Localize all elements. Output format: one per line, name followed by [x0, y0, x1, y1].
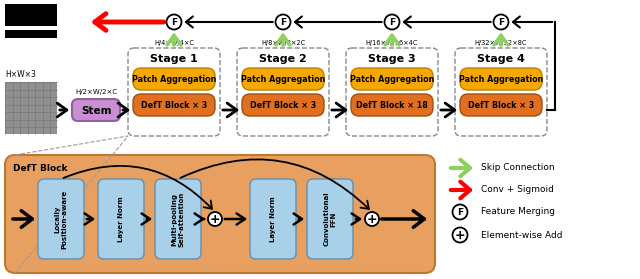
Text: H/32×W/32×8C: H/32×W/32×8C: [475, 40, 527, 46]
FancyBboxPatch shape: [133, 68, 215, 90]
Bar: [5, 30, 57, 38]
Text: Skip Connection: Skip Connection: [481, 163, 555, 172]
Text: DefT Block × 3: DefT Block × 3: [141, 101, 207, 110]
Text: Conv + Sigmoid: Conv + Sigmoid: [481, 186, 554, 194]
Text: F: F: [280, 18, 286, 27]
Text: DefT Block × 3: DefT Block × 3: [468, 101, 534, 110]
Text: Patch Aggregation: Patch Aggregation: [241, 75, 325, 84]
Text: Element-wise Add: Element-wise Add: [481, 230, 563, 239]
Text: DefT Block × 3: DefT Block × 3: [250, 101, 316, 110]
Text: Layer Norm: Layer Norm: [118, 196, 124, 242]
FancyBboxPatch shape: [128, 48, 220, 136]
Text: DefT Block: DefT Block: [13, 164, 67, 173]
Circle shape: [493, 15, 509, 30]
Text: Multi-pooling
Self-attention: Multi-pooling Self-attention: [172, 191, 184, 247]
Text: Layer Norm: Layer Norm: [270, 196, 276, 242]
Bar: [5, 4, 57, 26]
Text: Stage 1: Stage 1: [150, 54, 198, 64]
FancyBboxPatch shape: [455, 48, 547, 136]
Text: Patch Aggregation: Patch Aggregation: [132, 75, 216, 84]
Text: Patch Aggregation: Patch Aggregation: [350, 75, 434, 84]
FancyBboxPatch shape: [250, 179, 296, 259]
FancyBboxPatch shape: [133, 94, 215, 116]
Text: Stage 2: Stage 2: [259, 54, 307, 64]
Text: H/8×W/8×2C: H/8×W/8×2C: [261, 40, 305, 46]
Text: Convolutional
FFN: Convolutional FFN: [323, 192, 337, 246]
Circle shape: [452, 227, 467, 242]
FancyBboxPatch shape: [242, 94, 324, 116]
FancyBboxPatch shape: [5, 155, 435, 273]
FancyBboxPatch shape: [72, 99, 120, 121]
FancyBboxPatch shape: [307, 179, 353, 259]
Text: Stage 3: Stage 3: [368, 54, 416, 64]
Text: Locally
Position-aware: Locally Position-aware: [54, 189, 67, 249]
Circle shape: [385, 15, 399, 30]
FancyBboxPatch shape: [346, 48, 438, 136]
Text: F: F: [389, 18, 395, 27]
Text: F: F: [457, 208, 463, 217]
Text: Patch Aggregation: Patch Aggregation: [459, 75, 543, 84]
Circle shape: [166, 15, 182, 30]
FancyBboxPatch shape: [242, 68, 324, 90]
Circle shape: [275, 15, 291, 30]
FancyBboxPatch shape: [155, 179, 201, 259]
Circle shape: [365, 212, 379, 226]
Text: F: F: [498, 18, 504, 27]
Bar: [5, 82, 57, 134]
Text: Feature Merging: Feature Merging: [481, 208, 555, 217]
Text: +: +: [367, 213, 378, 226]
FancyBboxPatch shape: [237, 48, 329, 136]
Text: F: F: [171, 18, 177, 27]
Text: +: +: [454, 229, 465, 242]
Text: Stage 4: Stage 4: [477, 54, 525, 64]
Circle shape: [208, 212, 222, 226]
Text: DefT Block × 18: DefT Block × 18: [356, 101, 428, 110]
FancyBboxPatch shape: [38, 179, 84, 259]
Text: +: +: [210, 213, 220, 226]
Text: Stem: Stem: [81, 105, 111, 116]
FancyBboxPatch shape: [351, 94, 433, 116]
FancyBboxPatch shape: [460, 94, 542, 116]
Circle shape: [452, 205, 467, 220]
FancyBboxPatch shape: [351, 68, 433, 90]
Text: H/2×W/2×C: H/2×W/2×C: [75, 89, 117, 95]
Text: H/16×W/16×4C: H/16×W/16×4C: [365, 40, 419, 46]
Text: H×W×3: H×W×3: [5, 70, 36, 79]
FancyBboxPatch shape: [98, 179, 144, 259]
FancyBboxPatch shape: [460, 68, 542, 90]
Text: H/4×W/4×C: H/4×W/4×C: [154, 40, 194, 46]
